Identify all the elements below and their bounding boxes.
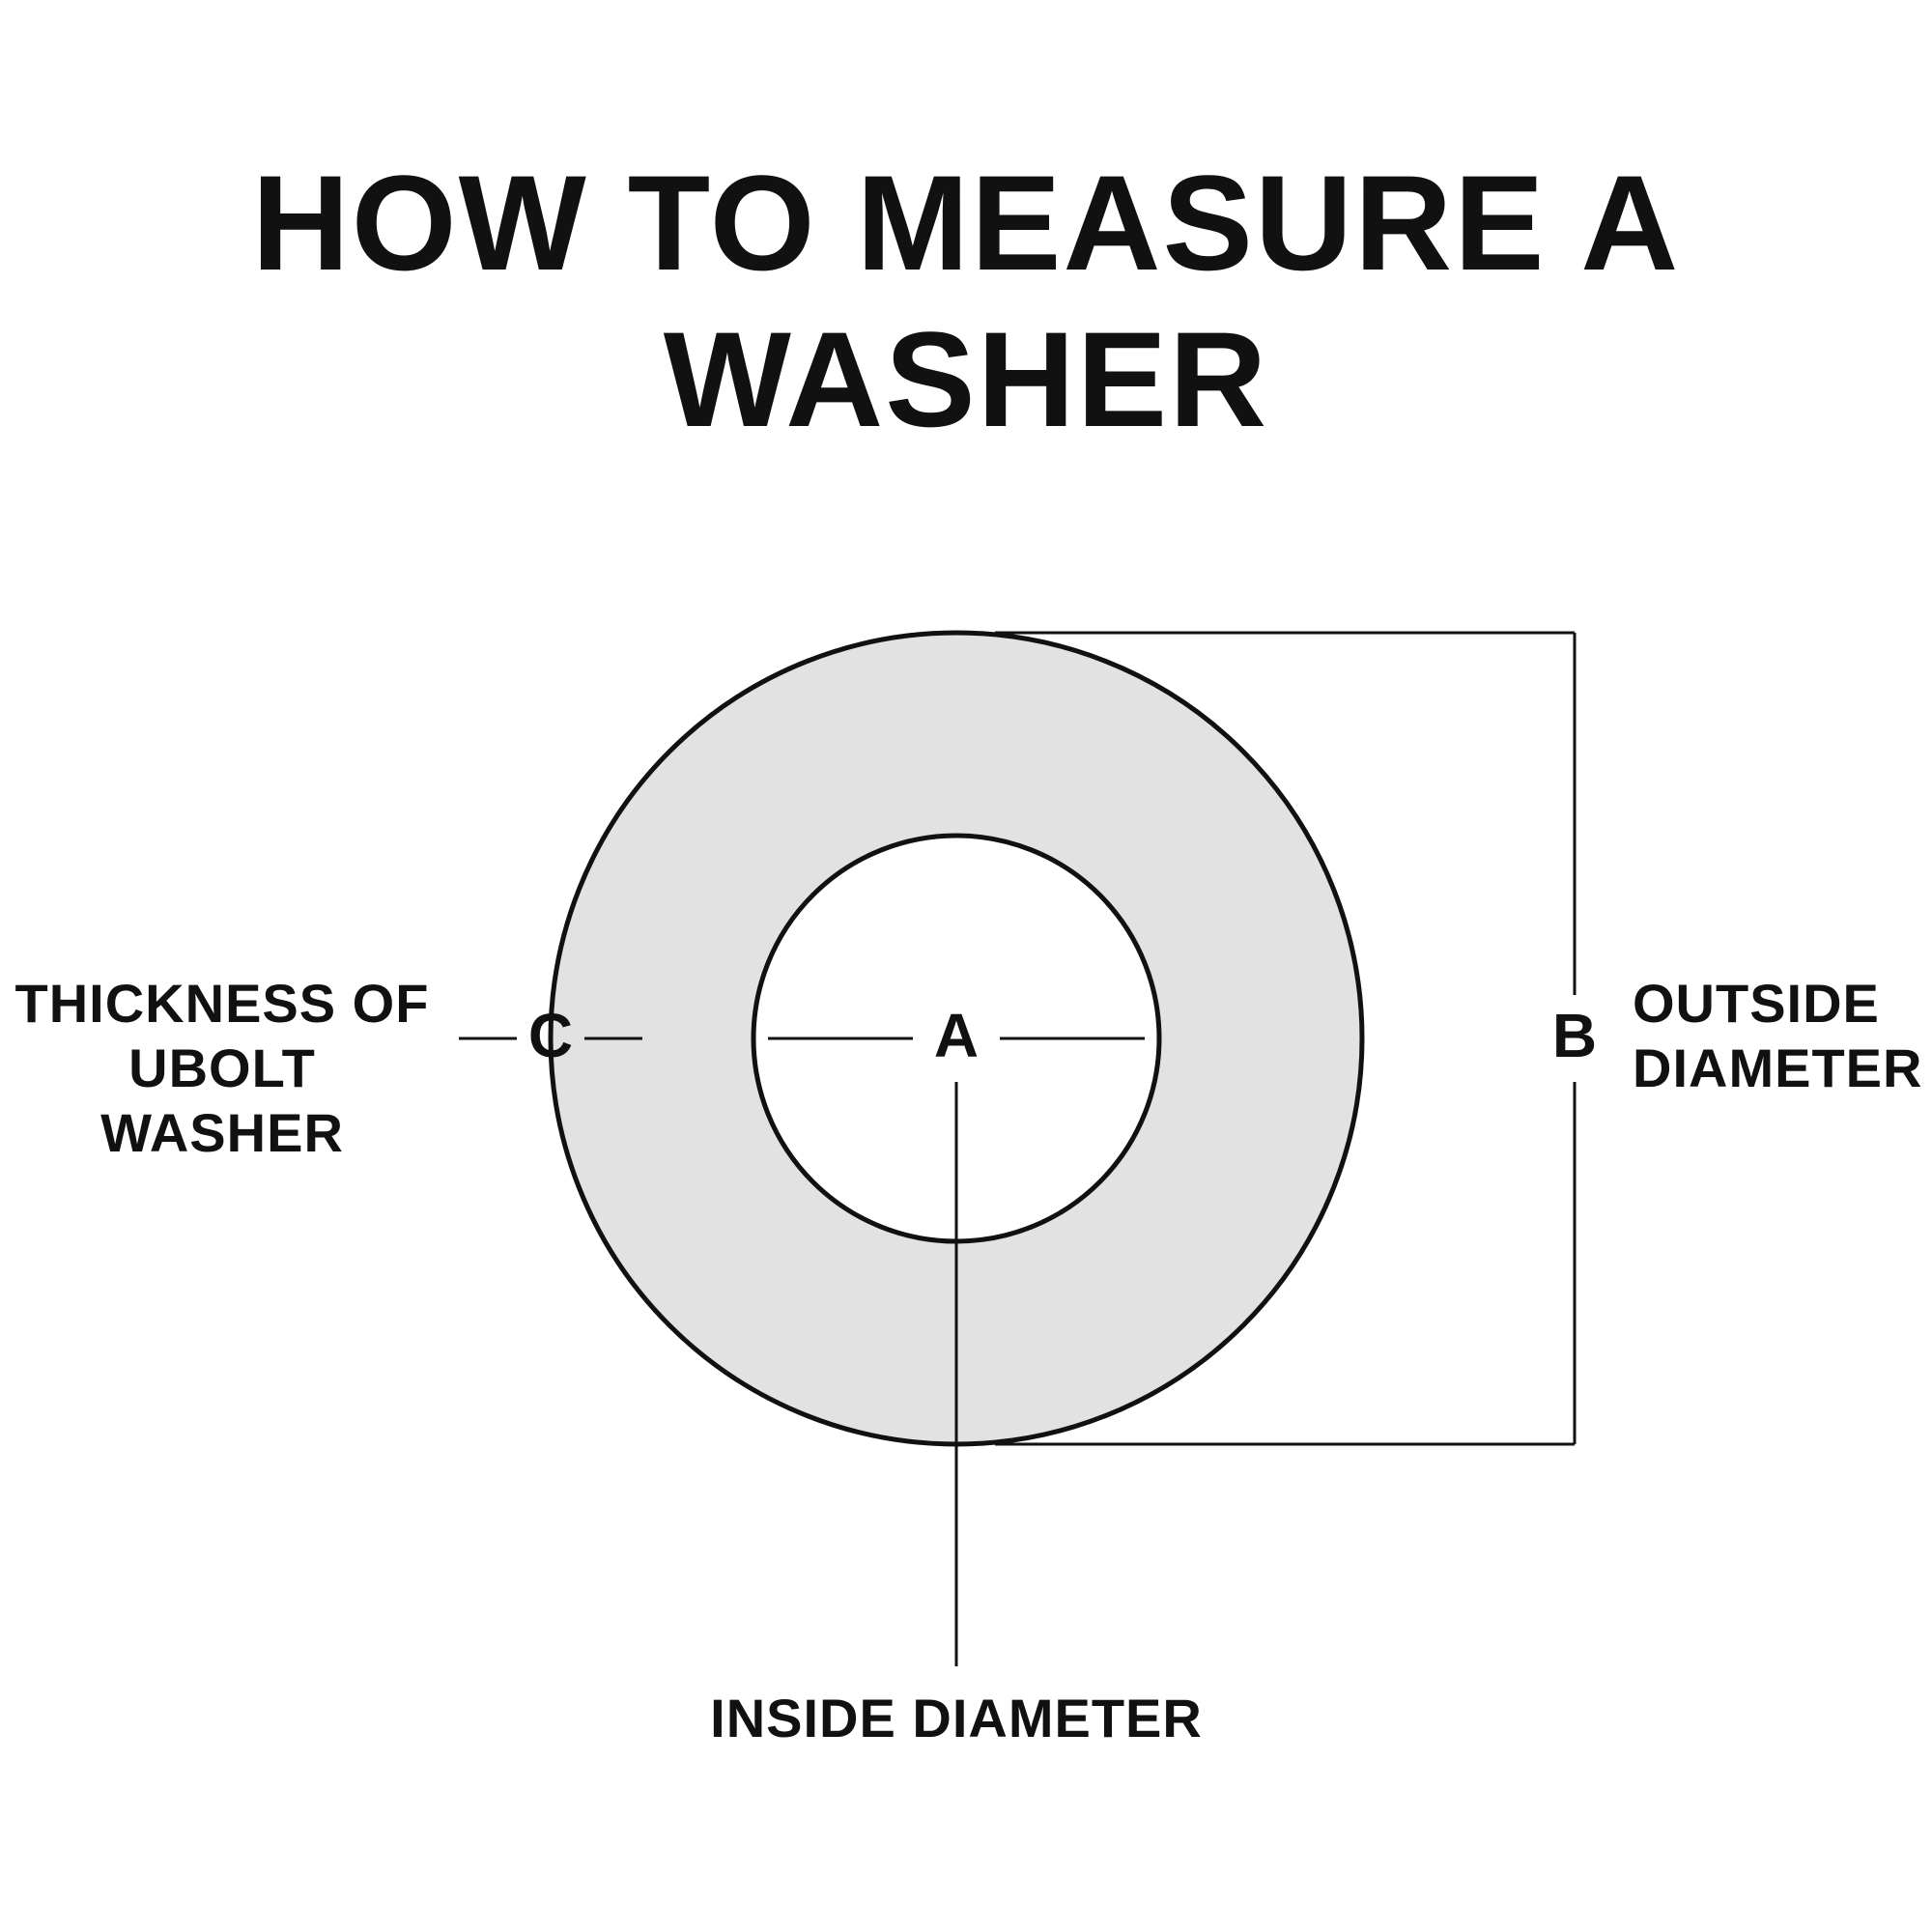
dimension-letter-b: B <box>1526 1000 1623 1071</box>
dimension-label-b-line1: OUTSIDE <box>1633 973 1880 1034</box>
dimension-letter-c: C <box>502 1000 599 1071</box>
dimension-label-b: OUTSIDE DIAMETER <box>1633 971 1932 1100</box>
washer-diagram-svg <box>0 0 1932 1932</box>
dimension-label-b-line2: DIAMETER <box>1633 1037 1922 1098</box>
dimension-letter-a: A <box>908 1000 1005 1071</box>
dimension-label-c: THICKNESS OF UBOLT WASHER <box>10 971 435 1166</box>
dimension-label-c-line2: UBOLT WASHER <box>100 1037 344 1163</box>
diagram-canvas: HOW TO MEASURE A WASHER A B C INSIDE DIA… <box>0 0 1932 1932</box>
dimension-label-c-line1: THICKNESS OF <box>15 973 430 1034</box>
dimension-label-a: INSIDE DIAMETER <box>667 1686 1246 1750</box>
